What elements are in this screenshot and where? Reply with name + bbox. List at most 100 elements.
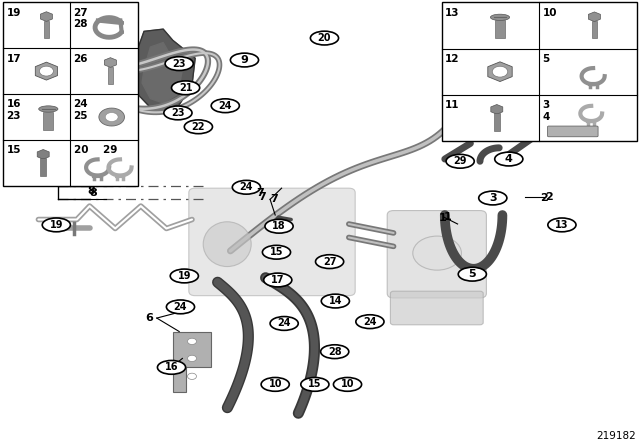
Ellipse shape [172,81,200,95]
Text: 7: 7 [270,194,278,204]
Text: 20: 20 [317,33,332,43]
Text: 8: 8 [87,186,95,196]
Text: 19: 19 [177,271,191,281]
Ellipse shape [321,294,349,308]
FancyBboxPatch shape [390,291,483,325]
Text: 24: 24 [363,317,377,327]
Ellipse shape [495,152,523,166]
Ellipse shape [42,218,70,232]
Ellipse shape [479,191,507,205]
FancyBboxPatch shape [465,14,581,120]
Text: 1: 1 [444,212,452,222]
Ellipse shape [261,378,289,391]
Ellipse shape [545,123,573,137]
Ellipse shape [28,109,56,122]
Ellipse shape [184,120,212,134]
Text: 12: 12 [445,54,460,64]
Ellipse shape [264,273,292,287]
Text: 5: 5 [543,54,550,64]
Text: 24: 24 [173,302,188,312]
Circle shape [188,373,196,379]
Text: 20    29: 20 29 [74,145,117,155]
Text: 10: 10 [543,8,557,17]
Bar [591,21,597,38]
FancyBboxPatch shape [548,126,598,137]
Ellipse shape [170,269,198,283]
Text: 21: 21 [179,83,193,93]
Text: 27: 27 [323,257,337,267]
Text: 17: 17 [271,275,285,285]
Text: 24
25: 24 25 [74,99,88,121]
Ellipse shape [458,267,486,281]
Ellipse shape [321,345,349,358]
Text: 16
23: 16 23 [6,99,21,121]
Text: 12: 12 [552,125,566,135]
Text: 6: 6 [146,313,154,323]
Text: 29: 29 [453,156,467,166]
Text: 14: 14 [328,296,342,306]
Ellipse shape [262,246,291,259]
Circle shape [40,66,54,76]
Text: 13: 13 [555,220,569,230]
Circle shape [99,108,124,126]
Ellipse shape [166,300,195,314]
Text: 18: 18 [272,221,286,231]
Ellipse shape [157,361,186,374]
Ellipse shape [333,378,362,391]
Ellipse shape [211,99,239,112]
Text: 24: 24 [277,319,291,328]
Bar [44,112,54,129]
Text: 11: 11 [445,100,460,110]
Ellipse shape [38,106,58,112]
Text: 23: 23 [171,108,185,118]
Text: 15: 15 [308,379,322,389]
Text: 7: 7 [258,192,266,202]
Ellipse shape [446,155,474,168]
FancyBboxPatch shape [387,211,486,298]
Circle shape [188,338,196,345]
FancyBboxPatch shape [504,10,543,24]
Text: 17: 17 [6,54,21,64]
Ellipse shape [265,220,293,233]
Ellipse shape [356,315,384,328]
Bar [495,20,505,38]
Text: 24: 24 [239,182,253,192]
Text: 28: 28 [328,347,342,357]
Circle shape [105,112,118,121]
Ellipse shape [103,164,131,178]
Ellipse shape [301,378,329,391]
Text: 25: 25 [110,166,124,176]
Bar [108,67,113,84]
Text: 3: 3 [489,193,497,203]
FancyBboxPatch shape [189,188,355,296]
Text: 19: 19 [49,220,63,230]
Circle shape [492,66,508,77]
Bar [494,113,500,131]
Ellipse shape [232,181,260,194]
Bar [3,2,138,186]
Text: 19: 19 [6,8,20,17]
Ellipse shape [270,317,298,330]
Ellipse shape [204,222,251,267]
Text: 23: 23 [172,59,186,69]
Polygon shape [142,43,182,103]
Text: 2: 2 [545,192,553,202]
Ellipse shape [490,14,509,21]
Circle shape [188,355,196,362]
Polygon shape [173,332,211,392]
Text: 10: 10 [268,379,282,389]
Text: 7: 7 [256,188,264,198]
Text: 10: 10 [340,379,355,389]
Polygon shape [131,29,195,114]
Text: 27
28: 27 28 [74,8,88,29]
Text: 13: 13 [445,8,460,17]
Ellipse shape [548,218,576,232]
Text: 16: 16 [164,362,179,372]
Circle shape [413,236,461,270]
Text: 2: 2 [540,193,548,202]
Text: 8: 8 [90,188,97,198]
Bar [442,2,637,141]
Text: 219182: 219182 [596,431,636,441]
Text: 4: 4 [505,154,513,164]
Ellipse shape [165,57,193,70]
